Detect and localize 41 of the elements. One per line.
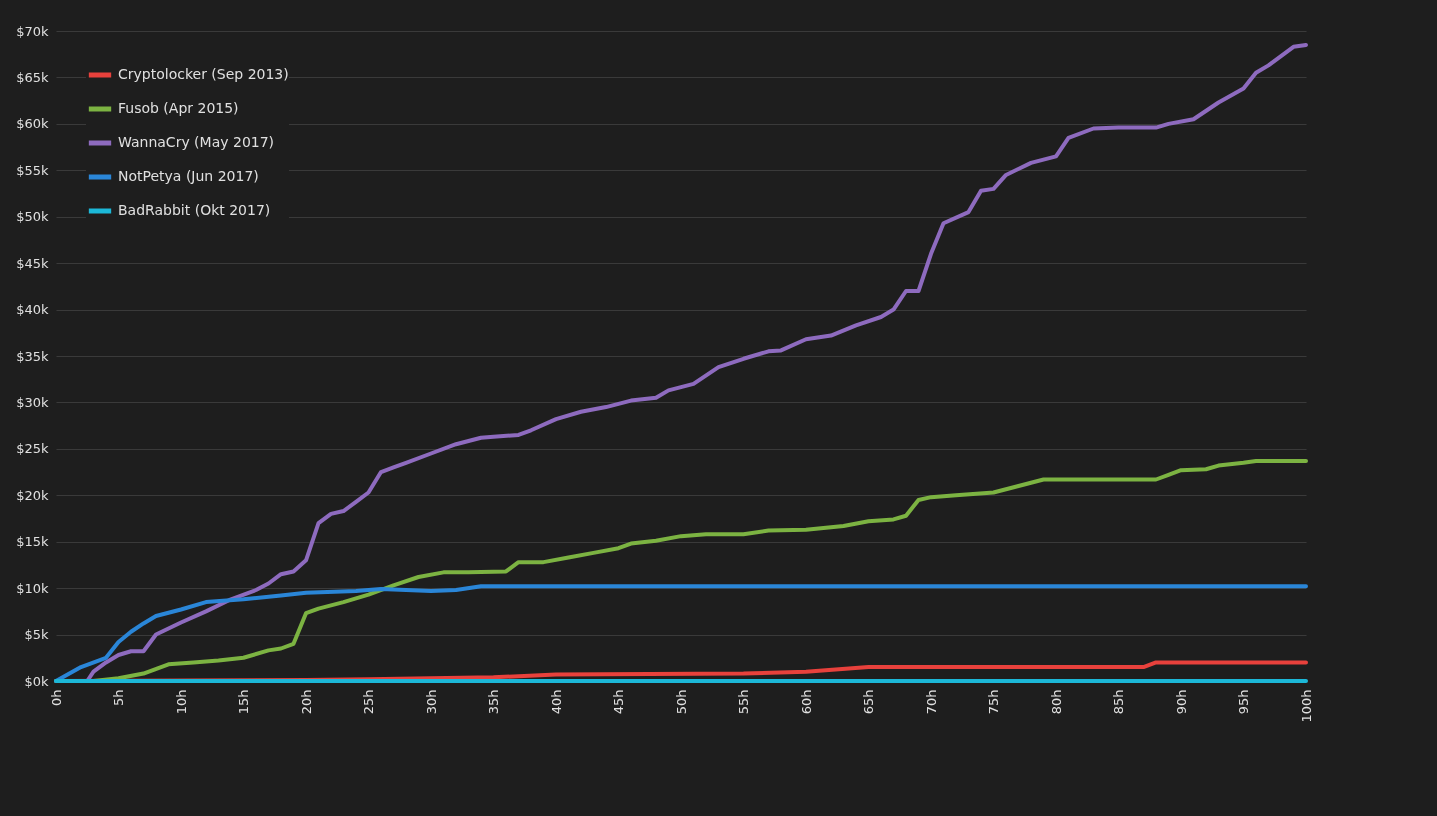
y-tick-label: $65k (16, 69, 49, 85)
x-tick-label: 35h (486, 689, 501, 715)
y-tick-label: $45k (16, 255, 49, 271)
x-tick-label: 40h (548, 689, 564, 715)
x-tick-label: 0h (48, 689, 64, 707)
x-tick-label: 80h (1048, 689, 1064, 715)
x-tick-label: 65h (861, 689, 876, 715)
x-tick-label: 50h (673, 689, 689, 715)
x-tick-label: 95h (1236, 689, 1251, 715)
y-tick-label: $30k (16, 394, 49, 410)
y-tick-label: $10k (16, 580, 49, 596)
y-tick-label: $15k (16, 534, 49, 550)
x-tick-label: 30h (423, 689, 439, 715)
y-tick-label: $25k (16, 441, 49, 457)
legend-label: Fusob (Apr 2015) (118, 100, 239, 116)
y-tick-label: $5k (24, 627, 49, 643)
y-tick-label: $60k (16, 116, 49, 132)
legend-label: BadRabbit (Okt 2017) (118, 202, 271, 218)
y-tick-label: $35k (16, 348, 49, 364)
x-tick-label: 15h (236, 689, 251, 715)
legend-label: NotPetya (Jun 2017) (118, 168, 259, 184)
x-tick-label: 75h (986, 689, 1001, 715)
x-tick-label: 45h (611, 689, 626, 715)
y-tick-label: $0k (24, 673, 49, 689)
x-tick-label: 90h (1173, 689, 1189, 715)
x-tick-label: 70h (923, 689, 939, 715)
x-tick-label: 55h (736, 689, 751, 715)
x-tick-label: 60h (798, 689, 814, 715)
x-tick-label: 10h (173, 689, 189, 715)
y-tick-label: $50k (16, 209, 49, 225)
y-tick-label: $40k (16, 302, 49, 318)
x-tick-label: 5h (111, 689, 126, 707)
legend-label: WannaCry (May 2017) (118, 134, 275, 150)
x-tick-label: 85h (1111, 689, 1126, 715)
y-tick-label: $70k (16, 23, 49, 39)
x-tick-label: 25h (361, 689, 376, 715)
x-tick-label: 100h (1298, 689, 1314, 723)
y-tick-label: $20k (16, 487, 49, 503)
x-tick-label: 20h (298, 689, 314, 715)
y-tick-label: $55k (16, 162, 49, 178)
legend-label: Cryptolocker (Sep 2013) (118, 66, 289, 82)
